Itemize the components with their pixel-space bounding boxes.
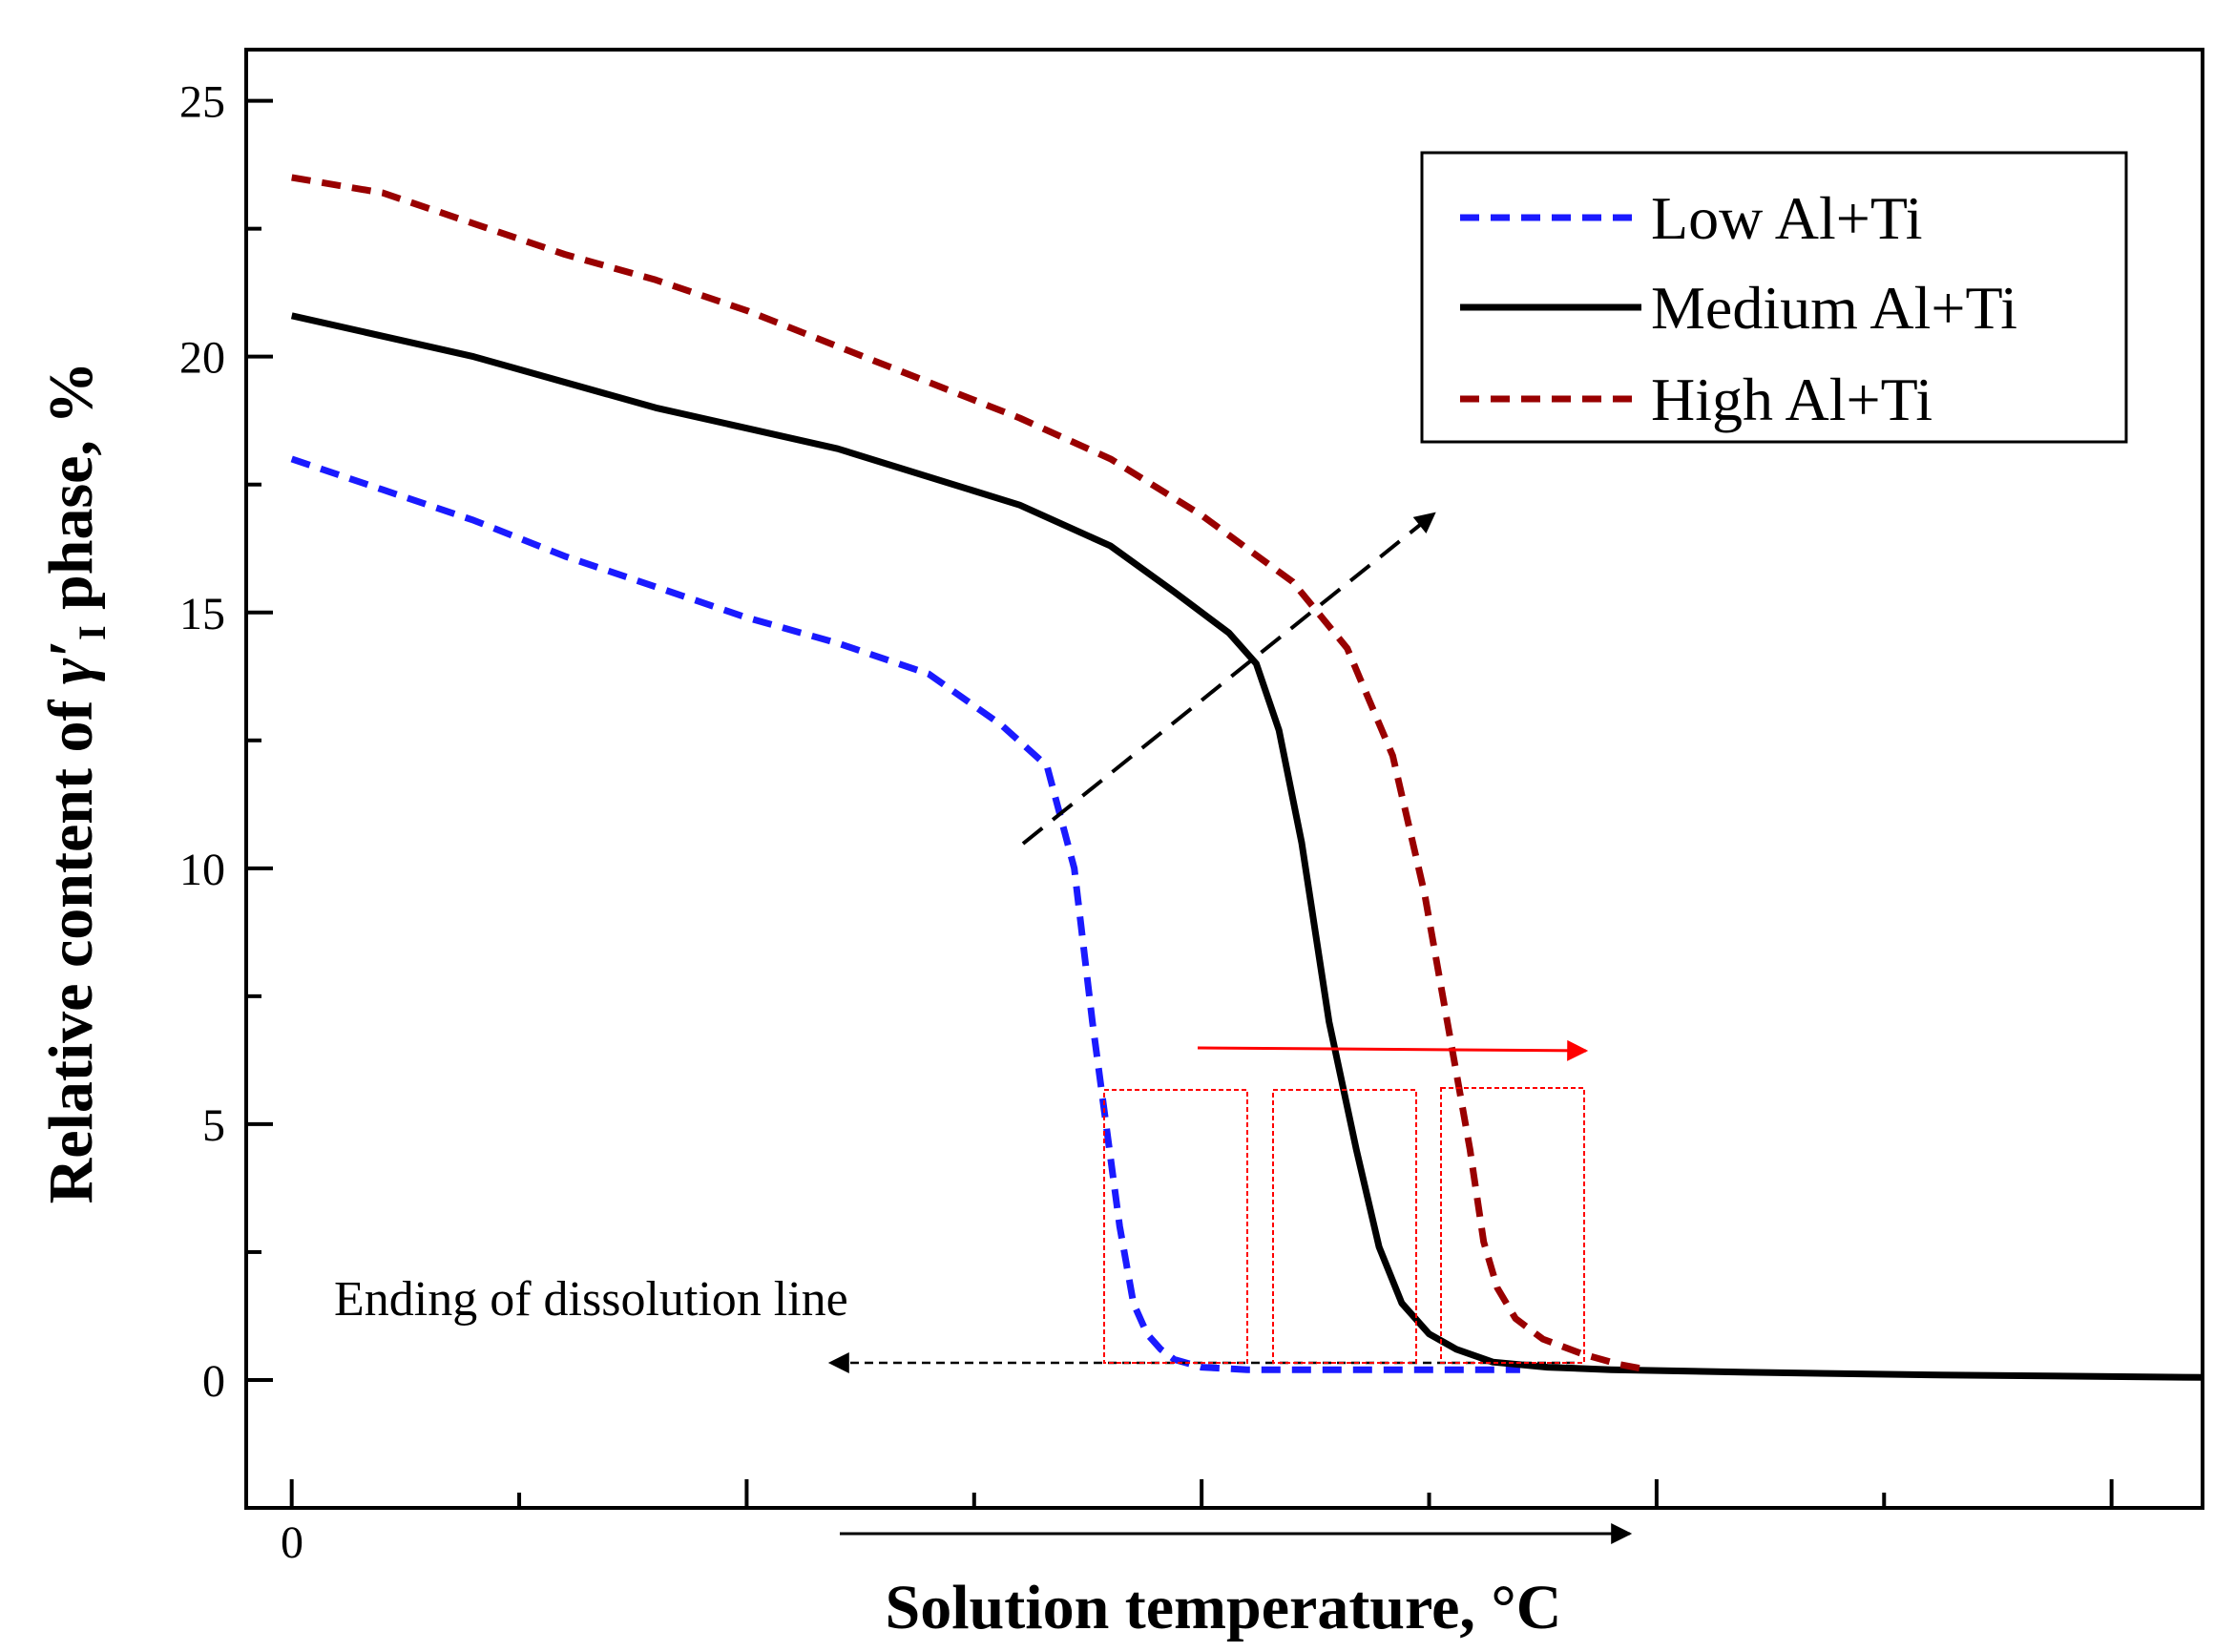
y-axis-title-suffix: phase, % [36,362,106,626]
series-line-high [291,174,1649,1373]
dissolution-box-high [1440,1087,1585,1364]
dissolution-line-label: Ending of dissolution line [334,1272,848,1327]
y-tick-label: 25 [179,77,225,128]
legend-label-medium: Medium Al+Ti [1651,274,2017,342]
legend-label-high: High Al+Ti [1651,366,1932,433]
red-shift-arrow [1197,1039,1589,1061]
y-tick-label: 0 [202,1356,225,1407]
diagonal-dashed-arrow [1021,512,1436,846]
legend: Low Al+Ti Medium Al+Ti High Al+Ti [1420,151,2128,444]
y-tick-label: 15 [179,589,225,639]
annotations: Ending of dissolution line [334,512,1633,1544]
plot-frame [244,48,2204,1510]
y-tick-label: 20 [179,333,225,384]
y-axis-title-symbol: γ′ [36,640,106,684]
x-axis [289,1479,2114,1508]
dissolution-box-low [1103,1089,1248,1364]
y-axis: 0 5 10 15 20 25 [179,77,273,1407]
y-axis-title-subscript: I [71,625,114,640]
y-tick-label: 10 [179,845,225,895]
y-tick-label: 5 [202,1100,225,1151]
y-axis-title-prefix: Relative content of [36,684,106,1203]
x-zero-label: 0 [281,1517,303,1568]
dissolution-box-medium [1272,1089,1417,1364]
y-axis-title: Relative content of γ′I phase, % [36,362,114,1204]
series-line-low [290,455,1520,1373]
legend-box [1420,151,2128,444]
series-layer [290,174,2204,1381]
series-line-medium [290,312,2204,1381]
legend-label-low: Low Al+Ti [1651,184,1923,252]
x-axis-title: Solution temperature, °C [886,1573,1562,1642]
